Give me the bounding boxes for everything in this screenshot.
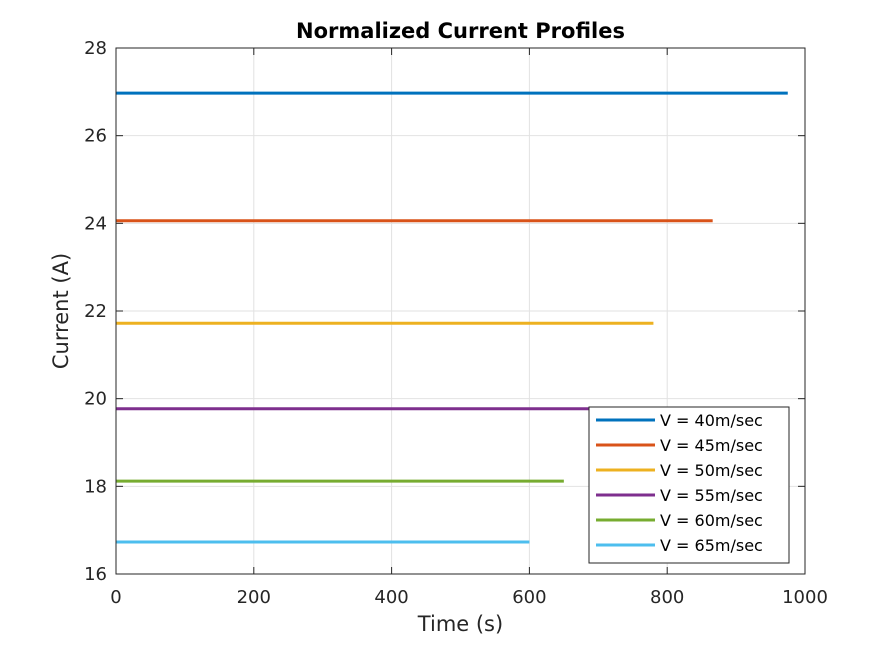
- legend: V = 40m/sec V = 45m/sec V = 50m/sec V = 55m…: [588, 406, 790, 564]
- y-tick-label: 24: [84, 213, 107, 234]
- legend-label: V = 50m/sec: [660, 461, 763, 480]
- y-tick-label: 20: [84, 389, 107, 410]
- y-tick-label: 18: [84, 476, 107, 497]
- y-axis-ticks: 16 18 20 22 24 26 28: [84, 38, 805, 585]
- legend-label: V = 45m/sec: [660, 436, 763, 455]
- x-axis-label: Time (s): [417, 612, 503, 636]
- y-tick-label: 28: [84, 38, 107, 59]
- legend-label: V = 55m/sec: [660, 486, 763, 505]
- x-tick-label: 1000: [782, 587, 828, 608]
- x-tick-label: 400: [374, 587, 408, 608]
- x-tick-label: 600: [512, 587, 546, 608]
- series-lines: [116, 91, 788, 544]
- legend-box: [588, 406, 790, 564]
- y-tick-label: 26: [84, 126, 107, 147]
- legend-label: V = 40m/sec: [660, 411, 763, 430]
- y-axis-label: Current (A): [49, 253, 73, 369]
- y-tick-label: 22: [84, 301, 107, 322]
- x-axis-ticks: 0 200 400 600 800 1000: [110, 48, 828, 608]
- x-tick-label: 800: [650, 587, 684, 608]
- chart-title: Normalized Current Profiles: [296, 19, 625, 43]
- x-tick-label: 200: [237, 587, 271, 608]
- y-tick-label: 16: [84, 564, 107, 585]
- legend-label: V = 60m/sec: [660, 511, 763, 530]
- legend-label: V = 65m/sec: [660, 536, 763, 555]
- x-tick-label: 0: [110, 587, 121, 608]
